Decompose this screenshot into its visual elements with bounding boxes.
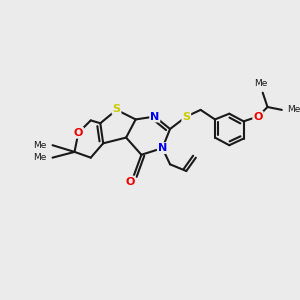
Text: Me: Me [288, 105, 300, 114]
Text: Me: Me [33, 153, 47, 162]
Text: Me: Me [254, 79, 268, 88]
Text: N: N [158, 143, 167, 153]
Text: Me: Me [33, 141, 47, 150]
Text: S: S [112, 104, 121, 114]
Text: S: S [182, 112, 190, 122]
Text: N: N [150, 112, 159, 122]
Text: O: O [125, 176, 135, 187]
Text: O: O [253, 112, 262, 122]
Text: O: O [74, 128, 83, 138]
